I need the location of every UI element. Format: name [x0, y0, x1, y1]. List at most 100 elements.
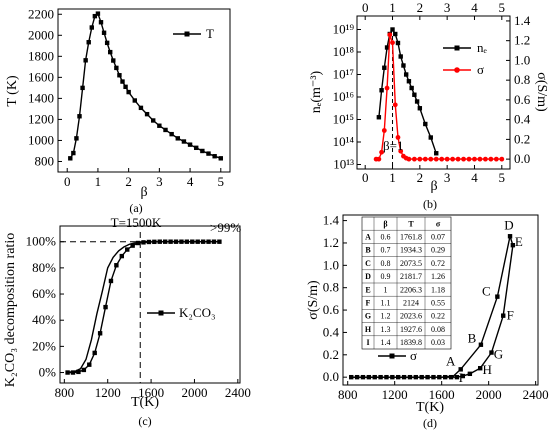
panel-c-series-k2co3-point — [70, 370, 76, 375]
panel-b-series-sigma-point — [428, 156, 434, 162]
panel-d-point-label: I — [459, 370, 463, 385]
panel-b-series-ne-point — [398, 54, 403, 59]
panel-d-xtick-label: 800 — [338, 387, 358, 402]
panel-d-xlabel: T(K) — [416, 400, 444, 415]
panel-b-series-sigma-point — [477, 156, 483, 162]
panel-b-series-sigma-point — [381, 128, 387, 133]
panel-d-table-cell: 1927.6 — [400, 325, 422, 334]
panel-d-series-sigma-point — [413, 374, 419, 380]
panel-d-ytick-label: 1.0 — [323, 257, 339, 272]
panel-d-series-sigma-point — [384, 374, 389, 380]
panel-a-series-t-point — [163, 127, 168, 133]
panel-a-series-t-point — [104, 40, 110, 46]
caption-c: (c) — [138, 414, 151, 428]
panel-c-series-k2co3-point — [125, 247, 130, 252]
panel-a-ytick-label: 1200 — [28, 111, 54, 126]
panel-d-peak-link — [509, 236, 514, 246]
panel-a-ylabel: T (K) — [5, 75, 20, 107]
panel-b-series-sigma-point — [376, 156, 382, 162]
panel-a-series-t-point — [126, 89, 131, 95]
panel-b-series-sigma-point — [406, 156, 412, 162]
panel-d-series-sigma-point — [467, 371, 473, 377]
panel-a-series-t-point — [74, 136, 79, 141]
panel-d-series-sigma-point — [437, 374, 442, 380]
panel-b-series-ne-point — [409, 85, 414, 91]
panel-c-series-k2co3-point — [81, 367, 87, 373]
panel-b-series-sigma-point — [411, 156, 417, 162]
panel-d-table-cell: 1.18 — [431, 285, 445, 294]
panel-c-xtick-label: 2400 — [225, 385, 251, 400]
panel-d-point-label: C — [482, 284, 491, 299]
panel-b-series-sigma-point — [384, 85, 390, 91]
panel-a-series-t-point — [101, 30, 107, 35]
panel-b-xtick-label: 4 — [471, 170, 478, 185]
panel-a-legend: T — [173, 26, 214, 41]
panel-c-ytick-label: 80% — [32, 260, 56, 275]
panel-a-xtick-label: 5 — [218, 174, 225, 189]
panel-d-series-sigma-point — [501, 313, 506, 318]
panel-a-xtick-label: 0 — [64, 174, 71, 189]
panel-a-series-t-point — [111, 58, 116, 63]
panel-d-table-cell: B — [365, 246, 371, 255]
panel-d-xtick-label: 2000 — [476, 387, 502, 402]
panel-d-upper-branch-point — [458, 367, 463, 372]
panel-b-series-sigma-point — [390, 40, 395, 46]
panel-a-series-t-point — [138, 105, 144, 111]
panel-d-xtick-label: 1200 — [382, 387, 408, 402]
panel-b: nₑ(m⁻³) σ(S/m) β 0 0 1 1 2 2 3 3 4 4 5 5 10¹³ 10¹⁴ 10¹… — [309, 0, 549, 211]
panel-a-series-t-point — [68, 156, 73, 161]
panel-d-upper-branch-point — [495, 294, 500, 299]
panel-a-series-t-point — [108, 49, 113, 55]
panel-a-series-t-point — [86, 40, 91, 45]
panel-d-point-label: D — [504, 217, 513, 232]
panel-b-frame — [356, 15, 511, 170]
panel-a-ytick-label: 1800 — [28, 48, 54, 63]
panel-a-series-t-point — [212, 154, 217, 159]
panel-b-series-ne-point — [428, 135, 433, 140]
panel-d-ytick-label: 0.2 — [323, 347, 339, 362]
panel-b-series-ne-point — [434, 151, 439, 156]
panel-d-point-label: G — [494, 347, 503, 362]
panel-b-xtick-label: 2 — [417, 170, 424, 185]
panel-d-series-sigma-point — [448, 374, 454, 380]
panel-c-xtick-label: 1200 — [95, 385, 121, 400]
panel-b-series-sigma-point — [395, 135, 401, 140]
panel-d-table-cell: 2124 — [403, 299, 419, 308]
panel-a-series-t-point — [194, 145, 199, 151]
panel-d-xtick-label: 2400 — [523, 387, 549, 402]
panel-d-series-sigma-point — [354, 374, 360, 380]
panel-d-table-cell: E — [365, 285, 370, 294]
panel-b-series-sigma-point — [387, 32, 393, 38]
panel-c-series-k2co3-point — [65, 370, 70, 375]
panel-b-series-sigma-point — [439, 156, 445, 162]
panel-b-xtick-top-label: 1 — [389, 0, 396, 15]
panel-c-series-k2co3-point — [195, 239, 200, 244]
panel-c: K₂CO₃ decomposition ratio T(K) 800 1200 16… — [3, 215, 251, 428]
panel-a: T (K) β 0 1 2 3 4 5 800 1000 1200 1400 1600 1800 200… — [5, 6, 231, 215]
panel-b-series-sigma-point — [493, 156, 499, 162]
panel-c-xlabel: T(K) — [131, 395, 159, 410]
panel-d-series-sigma-point — [378, 374, 383, 380]
panel-b-series-sigma-point — [450, 156, 456, 162]
panel-c-series-k2co3-point — [168, 239, 173, 244]
panel-a-series-t-point — [89, 25, 94, 30]
panel-a-xtick-label: 4 — [187, 174, 194, 189]
panel-b-series-sigma-point — [444, 156, 450, 162]
panel-c-ytick-label: 60% — [32, 286, 56, 301]
panel-a-series-t-point — [117, 73, 122, 78]
panel-d-table-cell: F — [366, 299, 371, 308]
panel-b-series-ne-point — [382, 65, 387, 70]
panel-c-series-k2co3-point — [217, 239, 222, 244]
panel-b-legend-sigma-label: σ — [477, 62, 484, 77]
panel-a-series-t-point — [114, 65, 119, 71]
caption-b: (b) — [423, 197, 437, 211]
panel-d-table-cell: 0.55 — [431, 299, 445, 308]
panel-a-series-t-point — [80, 85, 85, 91]
panel-d-series-sigma-point — [454, 374, 460, 380]
panel-d-ytick-label: 0.8 — [323, 280, 339, 295]
panel-d-table-cell: 0.72 — [431, 259, 445, 268]
panel-b-xtick-top-label: 5 — [499, 0, 506, 15]
caption-a: (a) — [129, 201, 142, 215]
panel-d-ytick-label: 0.6 — [323, 302, 340, 317]
